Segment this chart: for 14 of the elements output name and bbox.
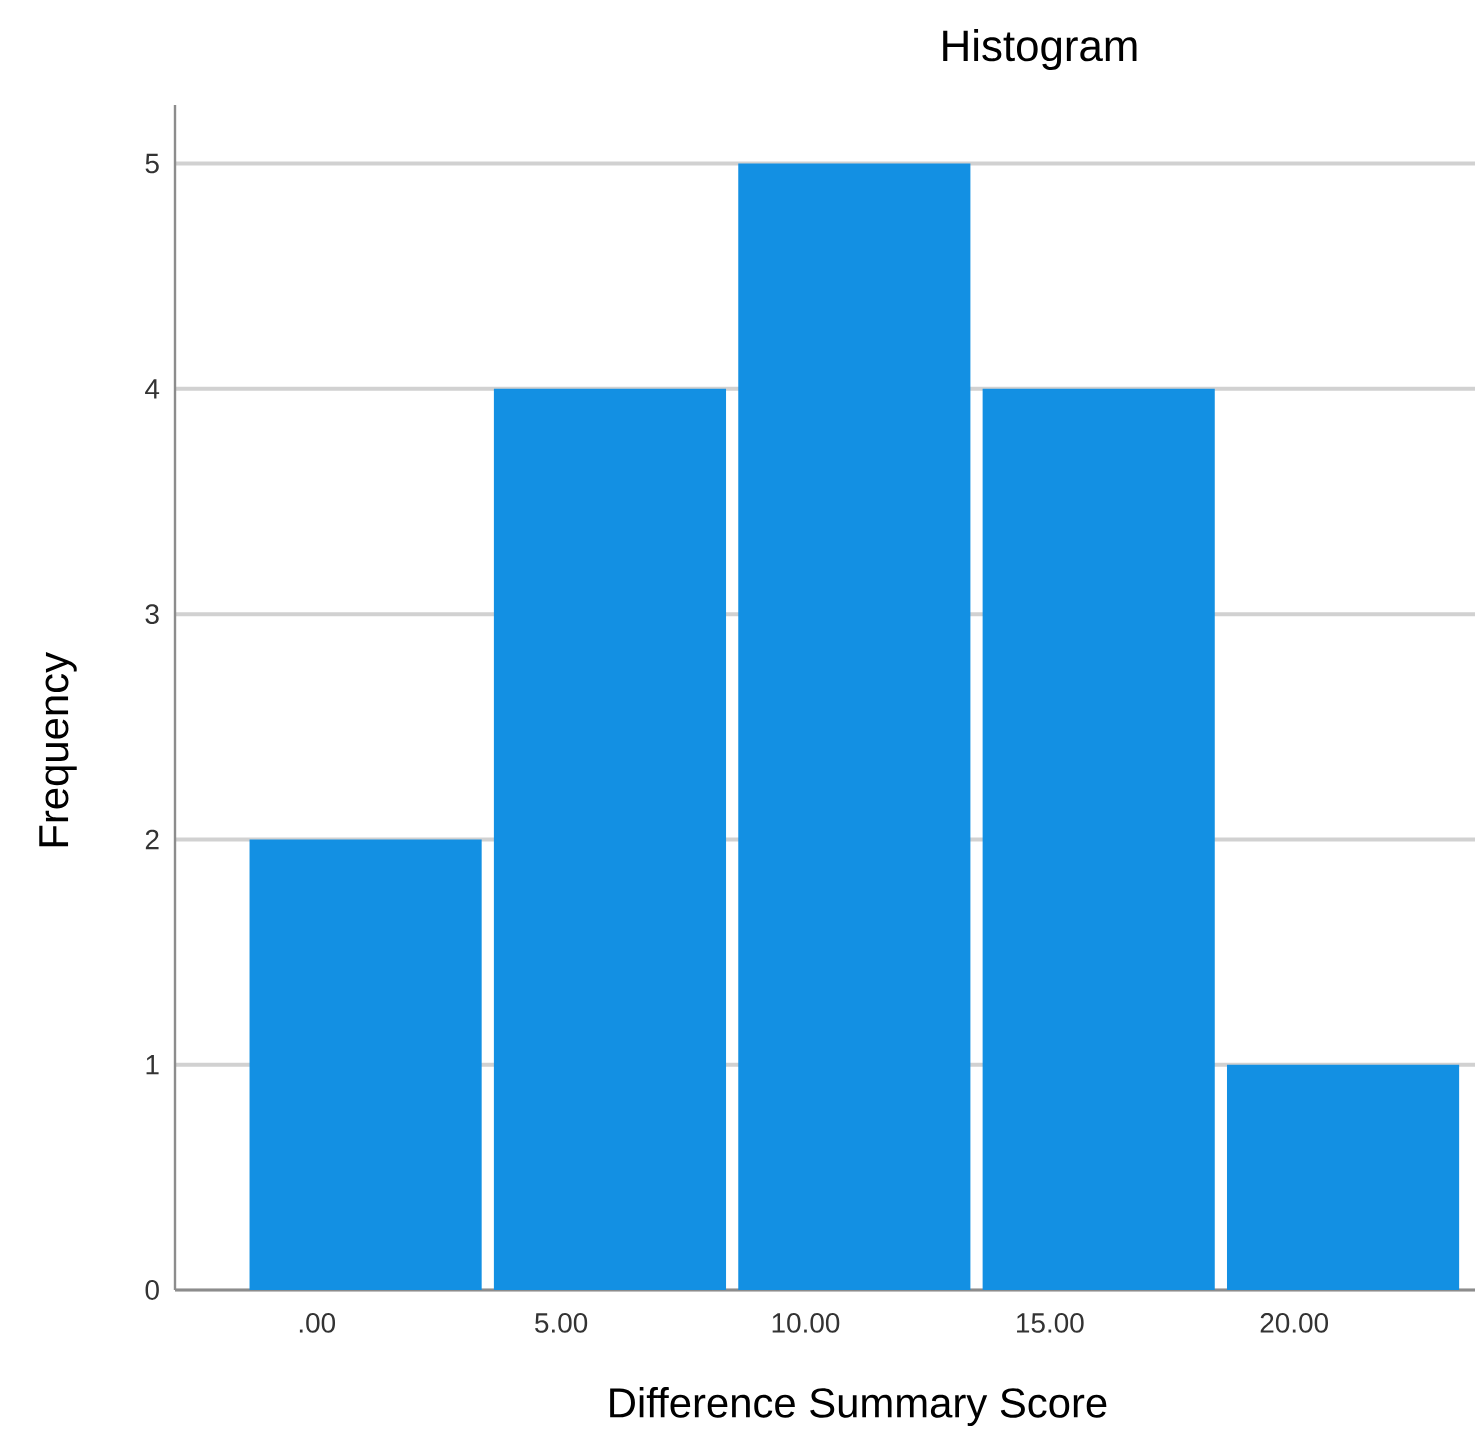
x-tick-label: .00	[299, 1313, 336, 1333]
x-axis-title: Difference Summary Score	[610, 1387, 1107, 1427]
x-tick-label: 15.00	[1017, 1313, 1084, 1333]
y-tick-label: 5	[145, 153, 159, 174]
y-tick-label: 2	[145, 829, 159, 850]
x-tick-label: 20.00	[1260, 1313, 1328, 1333]
y-tick-label: 0	[145, 1280, 159, 1300]
y-tick-label: 1	[146, 1055, 159, 1075]
chart-title: Histogram	[943, 29, 1137, 70]
x-tick-label: 10.00	[772, 1313, 840, 1333]
y-axis-title: Frequency	[39, 652, 77, 847]
x-tick-label: 5.00	[535, 1313, 588, 1333]
y-tick-label: 3	[145, 604, 159, 625]
y-tick-label: 4	[145, 379, 160, 399]
